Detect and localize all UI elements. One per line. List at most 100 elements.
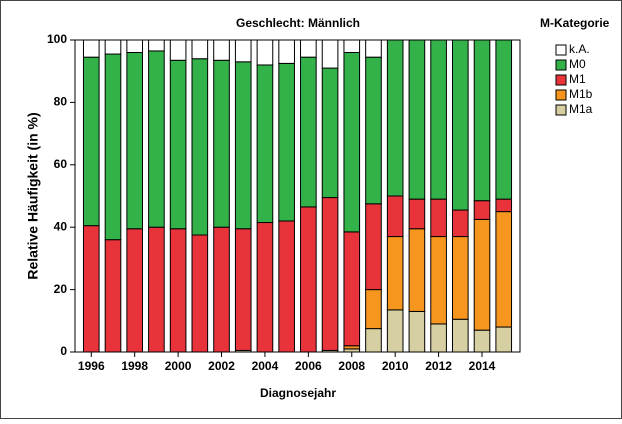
plot-border [74, 39, 521, 353]
bar-segment [104, 39, 122, 55]
legend-title: M-Kategorie [540, 16, 610, 30]
bar-segment [234, 39, 252, 63]
bar-segment [430, 198, 447, 238]
bar-segment [343, 51, 361, 233]
bar-segment [365, 203, 382, 291]
legend-label: M0 [569, 57, 586, 71]
bar-segment [256, 222, 274, 353]
y-tick-label: 20 [54, 282, 68, 296]
x-tick-label: 2010 [382, 359, 409, 373]
x-tick-label: 2008 [338, 359, 365, 373]
bar-segment [256, 39, 274, 66]
bar-segment [321, 67, 339, 199]
bar-segment [386, 309, 404, 353]
bar-segment [321, 39, 339, 69]
bar-segment [473, 218, 491, 331]
bar-segment [451, 39, 469, 211]
bar-segment [408, 198, 426, 230]
bar-segment [386, 236, 404, 311]
legend-label: M1 [569, 72, 586, 86]
bar-segment [126, 39, 144, 53]
bar-segment [386, 195, 404, 238]
y-tick-label: 80 [54, 95, 68, 109]
bar-segment [82, 56, 100, 227]
bar-segment [300, 206, 317, 353]
bar-segment [104, 239, 122, 353]
bar-segment [365, 56, 382, 205]
y-tick-label: 60 [54, 157, 68, 171]
legend-label: k.A. [569, 42, 590, 56]
bar-segment [430, 236, 447, 325]
bar-segment [473, 200, 491, 220]
bar-segment [213, 226, 230, 353]
bar-segment [495, 211, 513, 328]
bar-segment [82, 39, 100, 58]
bar-segment [234, 61, 252, 230]
bar-segment [473, 329, 491, 353]
bar-segment [169, 228, 187, 353]
y-tick-label: 100 [47, 32, 67, 46]
bar-segment [148, 39, 165, 52]
bar-segment [343, 231, 361, 347]
bar-segment [495, 326, 513, 353]
bar-segment [495, 39, 513, 200]
chart-title: Geschlecht: Männlich [236, 16, 360, 30]
bar-segment [169, 59, 187, 230]
bar-segment [408, 39, 426, 200]
x-tick-label: 2012 [425, 359, 452, 373]
x-axis-label: Diagnosejahr [260, 386, 336, 400]
legend-swatch [555, 74, 567, 86]
bar-segment [473, 39, 491, 202]
bar-segment [451, 318, 469, 353]
x-tick-label: 1996 [78, 359, 105, 373]
x-tick-label: 2000 [165, 359, 192, 373]
bar-segment [169, 39, 187, 61]
bar-segment [408, 310, 426, 353]
x-tick-label: 1998 [121, 359, 148, 373]
bar-segment [343, 39, 361, 53]
bar-segment [256, 64, 274, 224]
bar-segment [451, 209, 469, 238]
bar-segment [213, 59, 230, 228]
legend-label: M1a [569, 102, 593, 116]
bar-segment [430, 39, 447, 200]
bar-segment [278, 39, 295, 64]
bar-segment [300, 56, 317, 208]
x-tick-label: 2004 [252, 359, 279, 373]
bar-segment [191, 234, 209, 353]
bar-segment [451, 236, 469, 320]
y-tick-label: 40 [54, 219, 68, 233]
bar-segment [148, 226, 165, 353]
bar-segment [430, 323, 447, 353]
y-tick-label: 0 [60, 344, 67, 358]
bar-segment [126, 228, 144, 353]
bar-segment [148, 50, 165, 228]
bar-segment [365, 39, 382, 58]
bar-segment [191, 39, 209, 60]
x-tick-label: 2014 [469, 359, 496, 373]
legend-swatch [555, 44, 567, 56]
bar-segment [82, 225, 100, 353]
bar-segment [234, 228, 252, 351]
legend-swatch [555, 89, 567, 101]
bar-segment [213, 39, 230, 61]
legend-swatch [555, 104, 567, 116]
bar-segment [278, 220, 295, 353]
bar-segment [191, 58, 209, 236]
legend-label: M1b [569, 87, 593, 101]
bar-segment [495, 198, 513, 213]
bar-segment [321, 197, 339, 351]
bar-segment [386, 39, 404, 197]
bar-segment [300, 39, 317, 58]
x-tick-label: 2002 [208, 359, 235, 373]
bar-segment [126, 51, 144, 230]
bar-segment [365, 289, 382, 330]
y-axis-label: Relative Häufigkeit (in %) [25, 112, 41, 279]
bar-segment [278, 62, 295, 222]
legend-swatch [555, 59, 567, 71]
bar-segment [365, 328, 382, 353]
bar-segment [104, 53, 122, 241]
bar-segment [408, 228, 426, 312]
x-tick-label: 2006 [295, 359, 322, 373]
